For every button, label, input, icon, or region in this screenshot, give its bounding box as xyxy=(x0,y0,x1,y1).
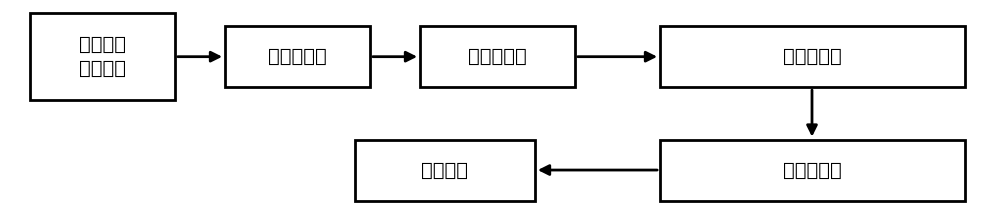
Text: 二级缆绞制: 二级缆绞制 xyxy=(468,47,527,66)
Text: 三级缆绞制: 三级缆绞制 xyxy=(783,47,842,66)
FancyBboxPatch shape xyxy=(420,26,575,87)
FancyBboxPatch shape xyxy=(225,26,370,87)
FancyBboxPatch shape xyxy=(660,26,965,87)
Text: 银带叠包: 银带叠包 xyxy=(421,160,468,180)
Text: 一级缆绞制: 一级缆绞制 xyxy=(268,47,327,66)
Text: 三级缆紧压: 三级缆紧压 xyxy=(783,160,842,180)
FancyBboxPatch shape xyxy=(355,140,535,201)
Text: 铜线与超
导线连接: 铜线与超 导线连接 xyxy=(79,36,126,78)
FancyBboxPatch shape xyxy=(660,140,965,201)
FancyBboxPatch shape xyxy=(30,13,175,100)
